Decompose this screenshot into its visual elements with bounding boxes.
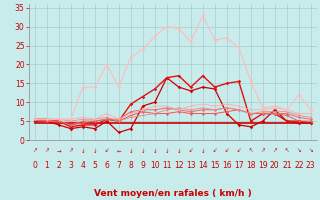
Text: Vent moyen/en rafales ( km/h ): Vent moyen/en rafales ( km/h )	[94, 189, 252, 198]
Text: 19: 19	[258, 162, 268, 170]
Text: ↓: ↓	[81, 148, 85, 154]
Text: 2: 2	[56, 162, 61, 170]
Text: ↗: ↗	[44, 148, 49, 154]
Text: 23: 23	[306, 162, 316, 170]
Text: 11: 11	[162, 162, 172, 170]
Text: ↗: ↗	[273, 148, 277, 154]
Text: ↗: ↗	[260, 148, 265, 154]
Text: ↖: ↖	[284, 148, 289, 154]
Text: 15: 15	[210, 162, 220, 170]
Text: 22: 22	[294, 162, 304, 170]
Text: ↓: ↓	[140, 148, 145, 154]
Text: ↙: ↙	[188, 148, 193, 154]
Text: 0: 0	[32, 162, 37, 170]
Text: ↓: ↓	[92, 148, 97, 154]
Text: ↗: ↗	[68, 148, 73, 154]
Text: ↙: ↙	[225, 148, 229, 154]
Text: 7: 7	[116, 162, 121, 170]
Text: ↓: ↓	[153, 148, 157, 154]
Text: ↓: ↓	[164, 148, 169, 154]
Text: ↓: ↓	[201, 148, 205, 154]
Text: 13: 13	[186, 162, 196, 170]
Text: →: →	[57, 148, 61, 154]
Text: 8: 8	[128, 162, 133, 170]
Text: 16: 16	[222, 162, 232, 170]
Text: 17: 17	[234, 162, 244, 170]
Text: ↙: ↙	[236, 148, 241, 154]
Text: ↘: ↘	[308, 148, 313, 154]
Text: ↘: ↘	[297, 148, 301, 154]
Text: 1: 1	[44, 162, 49, 170]
Text: 18: 18	[246, 162, 256, 170]
Text: ↖: ↖	[249, 148, 253, 154]
Text: ↓: ↓	[129, 148, 133, 154]
Text: 6: 6	[104, 162, 109, 170]
Text: 20: 20	[270, 162, 280, 170]
Text: 21: 21	[282, 162, 292, 170]
Text: 5: 5	[92, 162, 97, 170]
Text: 9: 9	[140, 162, 145, 170]
Text: 14: 14	[198, 162, 208, 170]
Text: 4: 4	[80, 162, 85, 170]
Text: 3: 3	[68, 162, 73, 170]
Text: ←: ←	[116, 148, 121, 154]
Text: ↗: ↗	[33, 148, 37, 154]
Text: ↙: ↙	[105, 148, 109, 154]
Text: ↓: ↓	[177, 148, 181, 154]
Text: 12: 12	[174, 162, 184, 170]
Text: 10: 10	[150, 162, 160, 170]
Text: ↙: ↙	[212, 148, 217, 154]
